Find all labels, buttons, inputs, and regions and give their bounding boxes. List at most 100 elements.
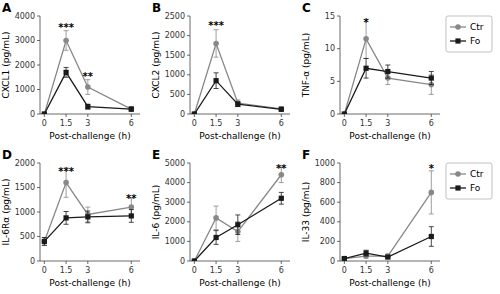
y-axis-line [340,163,341,261]
x-tick-label: 1.5 [60,119,73,128]
point [235,100,241,106]
error-bar [429,72,434,85]
annotation: * [363,17,369,28]
x-axis-label: Post-challenge (h) [349,131,430,141]
y-tick-label: 1000 [15,208,35,217]
point [342,256,348,261]
x-tick-label: 3 [385,119,390,128]
error-bar [429,227,434,247]
point [63,215,68,220]
x-tick [131,114,132,117]
legend-marker [455,38,460,43]
x-tick-label: 6 [279,266,284,275]
y-tick-label: 3000 [15,36,35,45]
y-tick-label: 2000 [15,61,35,70]
x-tick-label: 0 [342,119,347,128]
y-tick-label: 200 [320,237,335,246]
error-cap [279,182,284,183]
y-axis-label: CXCL2 (pg/mL) [151,32,161,99]
x-tick [87,261,88,264]
error-cap [214,72,219,73]
x-tick [194,261,195,264]
point [213,215,219,221]
point [279,106,285,112]
annotation: ** [276,163,287,174]
series-line [194,81,281,114]
point [385,69,390,74]
error-cap [235,241,240,242]
x-axis-label: Post-challenge (h) [199,278,280,288]
series-line [344,192,431,258]
y-tick-label: 15 [325,12,335,21]
error-cap [85,222,90,223]
point [85,214,90,219]
error-cap [129,209,134,210]
x-tick [431,261,432,264]
point [385,253,391,259]
annotation: * [429,163,435,174]
error-cap [429,94,434,95]
x-tick [387,261,388,264]
legend-marker [455,185,460,190]
panel: A0100020003000400001.536Post-challenge (… [1,1,140,141]
y-axis-line [340,16,341,114]
y-tick [37,16,40,17]
y-axis-line [190,16,191,114]
y-tick-label: 0 [30,257,35,266]
error-cap [429,84,434,85]
annotation: *** [58,22,74,33]
y-tick-label: 0 [330,110,335,119]
error-cap [364,58,369,59]
y-tick [337,48,340,49]
error-cap [214,206,219,207]
error-bar [214,231,219,245]
y-axis-line [190,163,191,261]
x-tick [87,114,88,117]
annotation: ** [83,71,94,82]
y-tick-label: 600 [320,198,335,207]
x-tick-label: 6 [429,266,434,275]
y-tick [37,163,40,164]
y-tick [187,163,190,164]
y-tick [187,94,190,95]
x-tick-label: 1.5 [360,119,373,128]
y-tick [187,74,190,75]
series-line [44,216,131,241]
legend-label: Ctr [470,169,484,179]
x-tick-label: 0 [42,266,47,275]
x-tick [366,114,367,117]
error-cap [85,207,90,208]
y-tick-label: 800 [320,178,335,187]
panel: F0200400600800100001.536Post-challenge (… [301,148,492,288]
x-tick-label: 3 [85,119,90,128]
series-line [344,39,431,114]
plot-area [342,19,435,114]
legend-label: Fo [470,183,481,193]
plot-area [192,30,285,114]
y-tick [337,221,340,222]
error-cap [214,230,219,231]
y-tick [37,89,40,90]
y-tick [187,16,190,17]
y-tick-label: 3000 [165,198,185,207]
y-axis-label: TNF-α (pg/mL) [301,33,311,99]
x-tick [216,114,217,117]
point [213,78,218,83]
legend: Ctr Fo [446,163,492,199]
y-tick-label: 0 [330,257,335,266]
figure: A0100020003000400001.536Post-challenge (… [0,0,500,294]
error-bar [214,30,219,57]
panel-label: A [2,1,12,15]
x-tick-label: 3 [235,266,240,275]
error-cap [42,245,47,246]
y-tick [187,241,190,242]
y-axis-label: IL-6 (pg/mL) [151,185,161,240]
point [129,106,135,112]
y-tick [187,114,190,115]
error-bar [129,210,134,223]
point [279,107,284,112]
error-bar [429,75,434,95]
error-bar [364,250,369,256]
error-bar [235,100,240,106]
point [385,254,390,259]
